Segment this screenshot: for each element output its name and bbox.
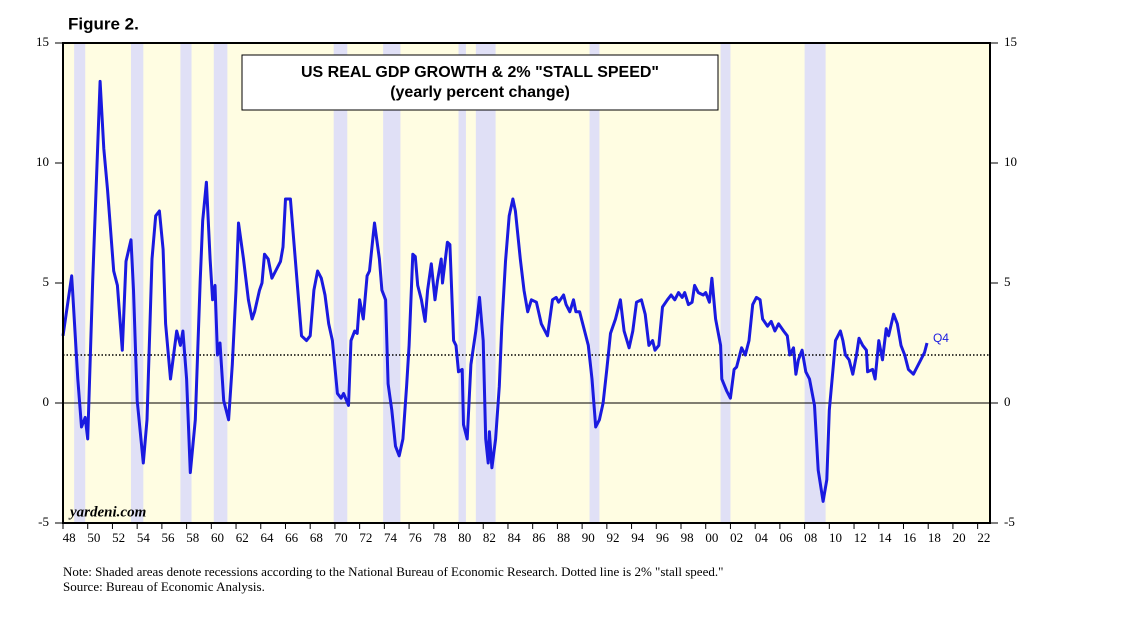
x-tick-label: 20 [953,530,966,545]
recession-band [458,43,466,523]
x-tick-label: 62 [236,530,249,545]
x-tick-label: 82 [483,530,496,545]
x-tick-label: 08 [804,530,817,545]
x-tick-label: 92 [607,530,620,545]
x-tick-label: 12 [854,530,867,545]
chart-title: US REAL GDP GROWTH & 2% "STALL SPEED" [301,64,659,81]
y2-tick-label: -5 [1004,514,1015,529]
x-tick-label: 00 [705,530,718,545]
x-tick-label: 98 [681,530,694,545]
source: Source: Bureau of Economic Analysis. [63,579,265,594]
plot-background [63,43,990,523]
x-tick-label: 54 [137,530,151,545]
recession-band [74,43,86,523]
x-tick-label: 02 [730,530,743,545]
gdp-line [61,79,929,503]
note: Note: Shaded areas denote recessions acc… [63,564,723,579]
x-tick-label: 22 [977,530,990,545]
x-tick-label: 96 [656,530,670,545]
x-tick-label: 56 [162,530,176,545]
x-tick-label: 14 [878,530,892,545]
x-tick-label: 78 [433,530,446,545]
x-tick-label: 48 [63,530,76,545]
y-tick-label: 10 [36,154,49,169]
recession-band [213,43,228,523]
x-tick-label: 06 [780,530,794,545]
x-tick-label: 60 [211,530,224,545]
recession-band [589,43,600,523]
x-tick-label: 50 [87,530,100,545]
x-tick-label: 72 [359,530,372,545]
end-label: Q4 [933,331,949,345]
x-tick-label: 80 [458,530,471,545]
figure-label: Figure 2. [68,14,139,33]
x-tick-label: 58 [186,530,199,545]
x-tick-label: 76 [409,530,423,545]
x-tick-label: 88 [557,530,570,545]
x-tick-label: 70 [335,530,348,545]
recession-band [333,43,348,523]
y2-tick-label: 5 [1004,274,1011,289]
watermark: yardeni.com [68,504,146,520]
y2-tick-label: 10 [1004,154,1017,169]
recession-band [720,43,731,523]
x-tick-label: 94 [631,530,645,545]
y2-tick-label: 15 [1004,34,1017,49]
y-tick-label: 5 [43,274,50,289]
recession-band [804,43,826,523]
x-tick-label: 18 [928,530,941,545]
recession-band [180,43,192,523]
x-tick-label: 04 [755,530,769,545]
x-tick-label: 74 [384,530,398,545]
x-tick-label: 10 [829,530,842,545]
x-tick-label: 66 [285,530,299,545]
plot-frame [62,42,991,524]
x-tick-label: 16 [903,530,917,545]
y-tick-label: 0 [43,394,50,409]
chart-subtitle: (yearly percent change) [390,84,570,101]
x-tick-label: 84 [508,530,522,545]
x-tick-label: 68 [310,530,323,545]
title-box [241,54,719,111]
x-tick-label: 52 [112,530,125,545]
y2-tick-label: 0 [1004,394,1011,409]
y-tick-label: 15 [36,34,49,49]
x-tick-label: 90 [582,530,595,545]
x-tick-label: 86 [532,530,546,545]
y-tick-label: -5 [38,514,49,529]
x-tick-label: 64 [260,530,274,545]
